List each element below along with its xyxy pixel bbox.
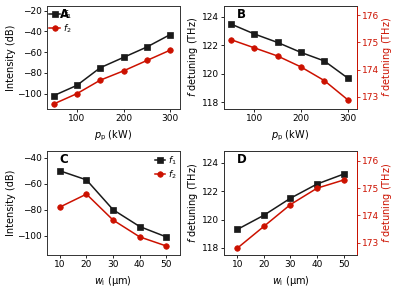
- $f_2$: [74, 92, 79, 96]
- $f_2$: [98, 78, 103, 82]
- $f_1$: [51, 94, 56, 98]
- Y-axis label: $f$ detuning (THz): $f$ detuning (THz): [186, 163, 200, 243]
- Line: $f_1$: $f_1$: [51, 32, 173, 98]
- Legend: $f_1$, $f_2$: $f_1$, $f_2$: [154, 153, 178, 182]
- $f_2$: [137, 235, 142, 239]
- Y-axis label: Intensity (dB): Intensity (dB): [6, 24, 16, 91]
- Y-axis label: Intensity (dB): Intensity (dB): [6, 170, 16, 236]
- Y-axis label: $f$ detuning (THz): $f$ detuning (THz): [380, 17, 394, 98]
- $f_1$: [98, 66, 103, 69]
- $f_1$: [84, 178, 89, 182]
- X-axis label: $p_\mathrm{p}$ (kW): $p_\mathrm{p}$ (kW): [272, 129, 310, 143]
- Legend: $f_1$, $f_2$: $f_1$, $f_2$: [48, 7, 72, 36]
- Text: C: C: [60, 153, 69, 166]
- Line: $f_2$: $f_2$: [51, 47, 173, 107]
- $f_2$: [51, 102, 56, 106]
- $f_2$: [84, 192, 89, 196]
- Text: A: A: [60, 8, 69, 21]
- $f_2$: [164, 244, 169, 248]
- X-axis label: $p_\mathrm{p}$ (kW): $p_\mathrm{p}$ (kW): [94, 129, 132, 143]
- Y-axis label: $f$ detuning (THz): $f$ detuning (THz): [186, 17, 200, 98]
- $f_1$: [137, 225, 142, 228]
- $f_2$: [58, 205, 62, 209]
- X-axis label: $w_\mathrm{i}$ (μm): $w_\mathrm{i}$ (μm): [272, 274, 309, 288]
- $f_1$: [74, 83, 79, 87]
- Y-axis label: $f$ detuning (THz): $f$ detuning (THz): [380, 163, 394, 243]
- X-axis label: $w_\mathrm{i}$ (μm): $w_\mathrm{i}$ (μm): [94, 274, 132, 288]
- Line: $f_1$: $f_1$: [57, 168, 169, 240]
- $f_2$: [111, 218, 116, 222]
- Text: B: B: [237, 8, 246, 21]
- $f_2$: [121, 69, 126, 73]
- $f_2$: [168, 49, 172, 52]
- $f_1$: [58, 169, 62, 173]
- $f_1$: [168, 33, 172, 36]
- $f_2$: [144, 59, 149, 62]
- $f_1$: [111, 208, 116, 211]
- $f_1$: [144, 45, 149, 49]
- Text: D: D: [237, 153, 247, 166]
- $f_1$: [164, 235, 169, 239]
- $f_1$: [121, 56, 126, 59]
- Line: $f_2$: $f_2$: [57, 191, 169, 249]
